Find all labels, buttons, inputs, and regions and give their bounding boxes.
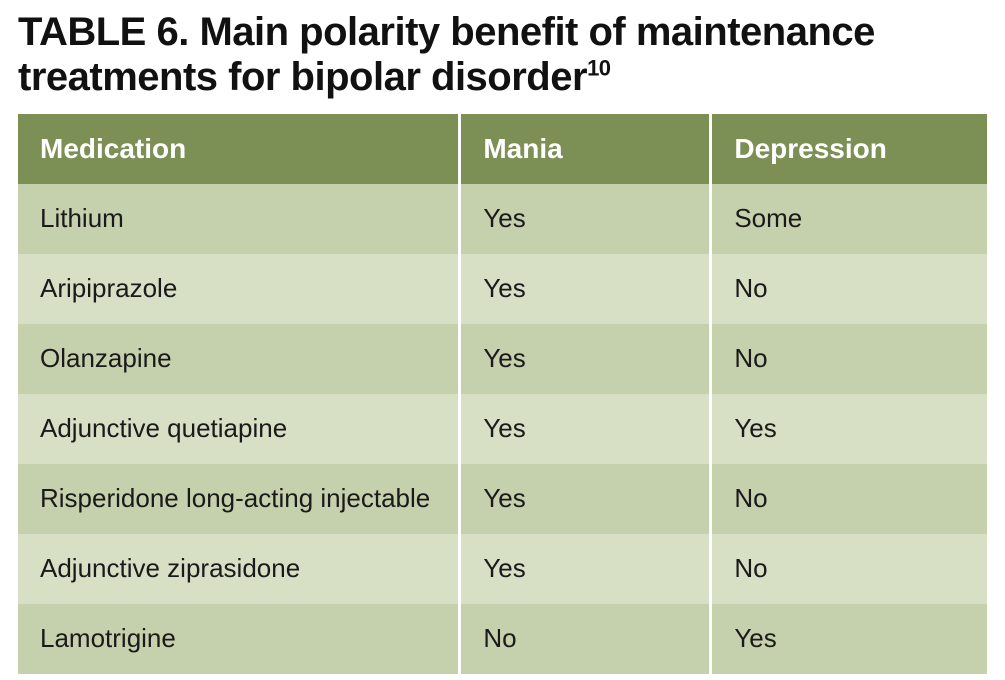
cell-medication: Olanzapine: [18, 324, 460, 394]
cell-mania: Yes: [460, 254, 711, 324]
table-header-row: Medication Mania Depression: [18, 114, 987, 184]
table-row: Aripiprazole Yes No: [18, 254, 987, 324]
table-body: Lithium Yes Some Aripiprazole Yes No Ola…: [18, 184, 987, 674]
cell-depression: Some: [711, 184, 987, 254]
table-figure: TABLE 6. Main polarity benefit of mainte…: [0, 0, 1005, 674]
cell-mania: Yes: [460, 394, 711, 464]
cell-depression: Yes: [711, 394, 987, 464]
cell-medication: Adjunctive quetiapine: [18, 394, 460, 464]
table-row: Risperidone long-acting injectable Yes N…: [18, 464, 987, 534]
table-title: TABLE 6. Main polarity benefit of mainte…: [18, 10, 987, 100]
cell-mania: No: [460, 604, 711, 674]
table-row: Adjunctive ziprasidone Yes No: [18, 534, 987, 604]
cell-medication: Lamotrigine: [18, 604, 460, 674]
cell-medication: Lithium: [18, 184, 460, 254]
cell-mania: Yes: [460, 184, 711, 254]
cell-medication: Aripiprazole: [18, 254, 460, 324]
cell-depression: No: [711, 534, 987, 604]
cell-depression: No: [711, 254, 987, 324]
cell-mania: Yes: [460, 534, 711, 604]
col-header-mania: Mania: [460, 114, 711, 184]
cell-depression: No: [711, 464, 987, 534]
cell-depression: No: [711, 324, 987, 394]
table-title-superscript: 10: [587, 55, 610, 80]
table-row: Lamotrigine No Yes: [18, 604, 987, 674]
cell-mania: Yes: [460, 464, 711, 534]
cell-depression: Yes: [711, 604, 987, 674]
cell-mania: Yes: [460, 324, 711, 394]
col-header-medication: Medication: [18, 114, 460, 184]
table-number: TABLE 6.: [18, 10, 189, 54]
polarity-table: Medication Mania Depression Lithium Yes …: [18, 114, 987, 674]
cell-medication: Adjunctive ziprasidone: [18, 534, 460, 604]
table-row: Adjunctive quetiapine Yes Yes: [18, 394, 987, 464]
table-row: Olanzapine Yes No: [18, 324, 987, 394]
cell-medication: Risperidone long-acting injectable: [18, 464, 460, 534]
col-header-depression: Depression: [711, 114, 987, 184]
table-row: Lithium Yes Some: [18, 184, 987, 254]
